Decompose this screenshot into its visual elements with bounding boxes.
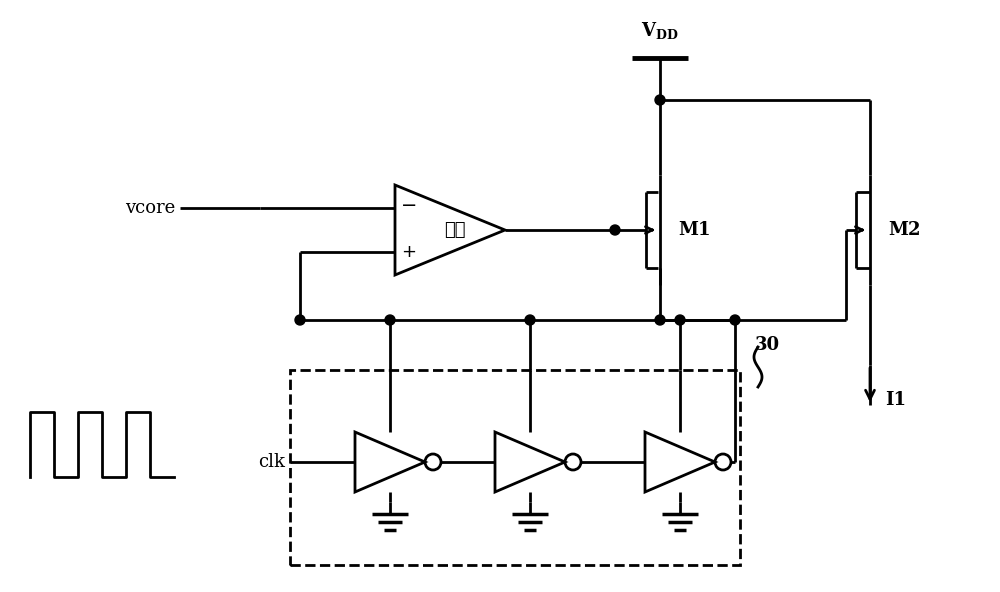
Text: 运放: 运放 xyxy=(444,221,466,239)
Circle shape xyxy=(655,315,665,325)
Circle shape xyxy=(730,315,740,325)
Circle shape xyxy=(655,95,665,105)
Circle shape xyxy=(675,315,685,325)
Text: V$_{\mathregular{DD}}$: V$_{\mathregular{DD}}$ xyxy=(641,20,679,41)
Circle shape xyxy=(525,315,535,325)
Circle shape xyxy=(610,225,620,235)
Text: +: + xyxy=(402,243,416,261)
Text: M2: M2 xyxy=(888,221,920,239)
Text: clk: clk xyxy=(258,453,285,471)
Text: 30: 30 xyxy=(755,336,780,354)
Text: I1: I1 xyxy=(885,391,906,409)
Circle shape xyxy=(295,315,305,325)
Circle shape xyxy=(385,315,395,325)
Text: M1: M1 xyxy=(678,221,710,239)
Bar xyxy=(290,370,740,565)
Text: −: − xyxy=(401,195,417,214)
Text: vcore: vcore xyxy=(125,199,175,217)
